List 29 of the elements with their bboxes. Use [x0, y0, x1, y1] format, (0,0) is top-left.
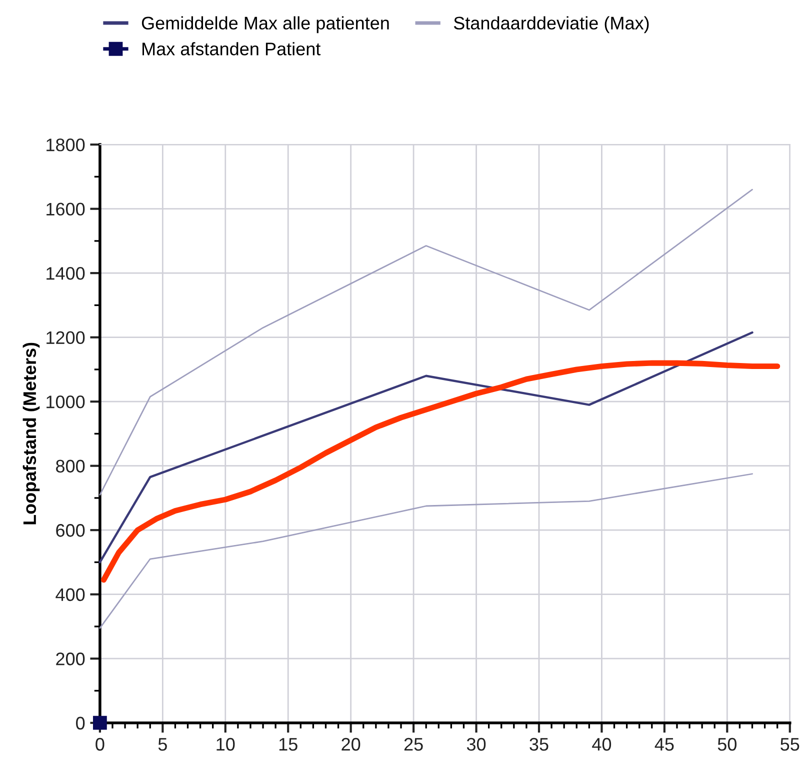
x-tick-label: 35	[530, 738, 548, 751]
y-tick-label: 1400	[46, 267, 85, 280]
y-tick-label: 400	[56, 588, 85, 602]
line-series	[99, 473, 753, 629]
legend-label: Max afstanden Patient	[142, 42, 321, 56]
y-tick-label: 0	[76, 716, 85, 730]
x-tick-label: 30	[466, 738, 486, 751]
y-tick-label: 800	[56, 460, 85, 473]
line-series	[98, 331, 754, 564]
legend-label: Standaarddeviatie (Max)	[454, 16, 649, 34]
x-tick-label: 50	[718, 738, 736, 751]
y-tick-label: 1800	[46, 138, 85, 152]
x-tick-label: 20	[342, 738, 360, 751]
x-tick-label: 40	[592, 738, 612, 751]
x-tick-label: 5	[158, 738, 167, 751]
x-tick-label: 15	[279, 738, 298, 751]
legend-label: Gemiddelde Max alle patienten	[142, 16, 389, 34]
x-tick-label: 10	[216, 738, 235, 751]
y-tick-label: 1200	[46, 331, 85, 344]
x-tick-label: 0	[96, 738, 104, 751]
y-tick-label: 1000	[46, 396, 85, 408]
line-series	[99, 188, 753, 496]
y-axis-title: Loopafstand (Meters)	[22, 342, 40, 524]
x-tick-label: 45	[654, 738, 674, 751]
x-tick-label: 25	[404, 738, 423, 751]
y-tick-label: 600	[56, 524, 85, 537]
y-tick-label: 200	[56, 652, 85, 666]
x-tick-label: 55	[780, 738, 800, 751]
y-tick-label: 1600	[46, 202, 85, 216]
